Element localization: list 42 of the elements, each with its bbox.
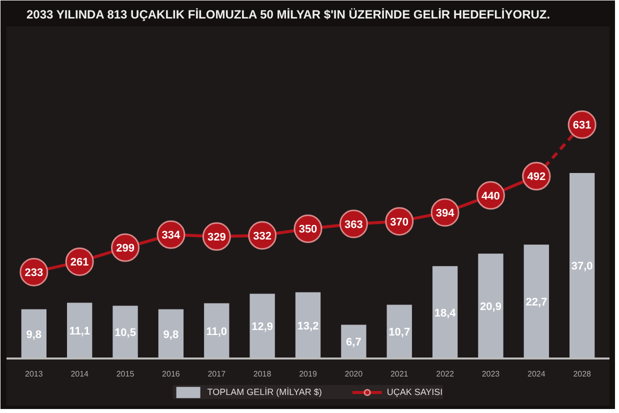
data-label: 233 (24, 267, 44, 280)
data-label: 394 (436, 207, 456, 220)
data-label: 631 (572, 120, 592, 132)
data-label: 6,7 (346, 336, 362, 349)
data-label: 13,2 (297, 320, 319, 332)
x-tick-label: 2020 (344, 369, 364, 378)
x-tick-label: 2016 (162, 369, 180, 378)
data-label: 299 (116, 242, 134, 255)
legend-label: TOPLAM GELİR (MİLYAR $) (207, 387, 322, 397)
x-tick-label: 2014 (70, 369, 90, 378)
x-tick-label: 2024 (528, 369, 546, 378)
data-label: 363 (344, 218, 363, 231)
data-label: 350 (298, 224, 318, 236)
data-label: 10,5 (114, 327, 136, 340)
x-tick-label: 2018 (253, 369, 272, 378)
data-label: 9,8 (26, 328, 42, 341)
x-tick-label: 2028 (573, 369, 592, 378)
data-label: 20,9 (480, 301, 502, 314)
data-label: 334 (162, 230, 182, 242)
data-label: 12,9 (252, 321, 274, 334)
data-label: 37,0 (571, 260, 593, 273)
x-tick-label: 2022 (436, 369, 454, 378)
x-tick-label: 2019 (299, 369, 318, 378)
x-tick-label: 2023 (482, 369, 500, 378)
x-tick-label: 2013 (25, 369, 44, 378)
data-label: 440 (482, 190, 500, 202)
data-label: 329 (207, 232, 226, 244)
data-label: 370 (390, 216, 409, 228)
data-label: 11,1 (69, 326, 90, 338)
data-label: 261 (70, 256, 89, 269)
data-label: 10,7 (388, 326, 410, 339)
chart-title: 2033 YILINDA 813 UÇAKLIK FİLOMUZLA 50 MİLYAR $'IN ÜZERİNDE GELİR HEDEFLİYORUZ. (26, 8, 550, 22)
data-label: 332 (253, 230, 272, 242)
x-tick-label: 2015 (116, 369, 135, 378)
x-tick-label: 2021 (390, 369, 409, 378)
data-label: 492 (527, 171, 546, 184)
data-label: 22,7 (526, 296, 548, 308)
data-label: 9,8 (163, 328, 179, 341)
data-label: 18,4 (434, 307, 457, 320)
data-label: 11,0 (206, 326, 228, 338)
legend-label: UÇAK SAYISI (386, 387, 443, 397)
x-tick-label: 2017 (208, 369, 226, 378)
